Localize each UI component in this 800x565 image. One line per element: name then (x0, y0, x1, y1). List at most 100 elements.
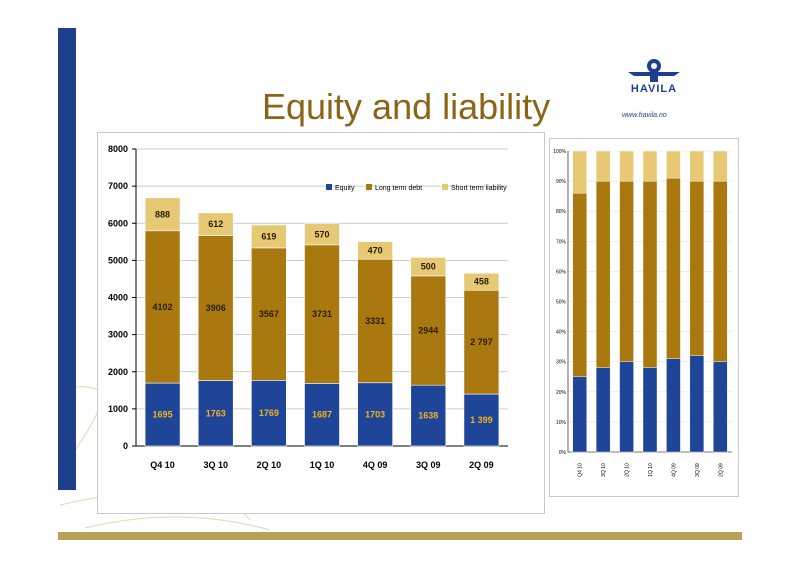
side-chart-panel: 0% 10% 20% 30% 40% 50% 60% 70% 80% 90% 100% Q4 10 3Q… (549, 138, 739, 497)
logo-text: HAVILA (631, 83, 677, 95)
havila-logo: HAVILA (628, 59, 680, 95)
x-tick-label: 2Q 09 (718, 463, 724, 477)
y-tick-label: 100% (553, 149, 566, 155)
bar-segment (572, 192, 587, 377)
data-label: 3906 (206, 303, 226, 313)
bar-segment (595, 150, 611, 182)
bar-segment (689, 150, 705, 182)
bar-segment (144, 197, 181, 232)
y-tick-label: 30% (556, 360, 567, 366)
bar-segment (251, 380, 287, 447)
data-label: 3567 (259, 309, 279, 319)
x-tick-label: 3Q 10 (601, 463, 607, 477)
data-label: 1 399 (470, 415, 493, 425)
y-tick-label: 40% (556, 330, 567, 336)
bar-segment (713, 361, 728, 453)
bar-segment (463, 272, 500, 291)
y-tick-label: 6000 (108, 218, 128, 228)
x-tick-label: Q4 10 (578, 463, 584, 477)
data-label: 3731 (312, 309, 332, 319)
bar-segment (463, 393, 500, 447)
y-tick-label: 20% (556, 390, 567, 396)
bar-segment (666, 358, 681, 453)
bottom-band (58, 532, 742, 540)
bar-segment (144, 382, 181, 447)
legend-swatch (442, 184, 448, 190)
bar-segment (197, 380, 234, 447)
data-label: 2 797 (470, 337, 493, 347)
bar-segment (357, 258, 393, 384)
legend-label: Long term debt (375, 185, 422, 192)
bar-segment (357, 241, 393, 260)
data-label: 1638 (418, 411, 438, 421)
y-tick-label: 4000 (108, 293, 128, 303)
bar-segment (595, 367, 611, 453)
bar-segment (304, 244, 340, 384)
y-tick-label: 10% (556, 420, 567, 426)
data-label: 500 (421, 262, 436, 272)
bar-segment (642, 150, 658, 182)
data-label: 1695 (153, 410, 173, 420)
y-tick-label: 0 (123, 441, 128, 451)
data-label: 1763 (206, 408, 226, 418)
bar-segment (144, 230, 181, 384)
data-label: 3331 (365, 316, 385, 326)
bar-segment (689, 355, 705, 453)
data-label: 1769 (259, 408, 279, 418)
bar-segment (304, 223, 340, 246)
bar-segment (619, 361, 634, 453)
legend-swatch (326, 184, 332, 190)
bar-segment (642, 180, 658, 368)
y-tick-label: 8000 (108, 144, 128, 154)
y-tick-label: 60% (556, 269, 567, 275)
left-accent-bar (58, 28, 76, 490)
y-tick-label: 80% (556, 209, 567, 215)
logo-anchor-icon (628, 72, 680, 82)
percent-stacked-bar-chart: 0% 10% 20% 30% 40% 50% 60% 70% 80% 90% 100% Q4 10 3Q… (553, 149, 732, 477)
legend-label: Short term liability (451, 185, 507, 192)
bar-segment (410, 275, 447, 386)
main-chart-panel: 0 1000 2000 3000 4000 5000 6000 7000 8000 1695 410… (97, 132, 545, 514)
bar-segment (713, 150, 728, 182)
data-label: 458 (474, 277, 489, 287)
y-tick-label: 7000 (108, 181, 128, 191)
y-tick-label: 1000 (108, 404, 128, 414)
bar-segment (251, 247, 287, 381)
bar-segment (197, 212, 234, 236)
data-label: 888 (155, 209, 170, 219)
bar-segment (463, 289, 500, 395)
x-tick-label: 2Q 09 (469, 460, 494, 470)
bar-segment (642, 367, 658, 453)
legend-label: Equity (335, 185, 355, 192)
x-tick-label: Q4 10 (150, 460, 175, 470)
bar-segment (666, 150, 681, 179)
bar-segment (410, 384, 447, 447)
x-tick-label: 1Q 10 (310, 460, 335, 470)
x-tick-label: 3Q 09 (695, 463, 701, 477)
bar-segment (572, 376, 587, 453)
y-tick-label: 3000 (108, 330, 128, 340)
data-label: 570 (314, 229, 329, 239)
bar-segment (713, 180, 728, 362)
x-tick-label: 4Q 09 (363, 460, 388, 470)
data-label: 470 (368, 245, 383, 255)
bar-segment (595, 180, 611, 368)
x-tick-label: 2Q 10 (625, 463, 631, 477)
data-label: 2944 (418, 326, 438, 336)
bar-segment (357, 382, 393, 447)
bar-segment (689, 180, 705, 356)
legend-swatch (366, 184, 372, 190)
bar-segment (304, 383, 340, 447)
y-tick-label: 5000 (108, 255, 128, 265)
data-label: 1687 (312, 410, 332, 420)
x-tick-label: 3Q 10 (203, 460, 228, 470)
data-label: 612 (208, 219, 223, 229)
data-label: 4102 (153, 302, 173, 312)
x-tick-label: 3Q 09 (416, 460, 441, 470)
x-tick-label: 2Q 10 (257, 460, 282, 470)
bar-segment (619, 180, 634, 362)
data-label: 619 (261, 231, 276, 241)
x-tick-label: 1Q 10 (648, 463, 654, 477)
y-tick-label: 90% (556, 179, 567, 185)
stacked-bar-chart: 0 1000 2000 3000 4000 5000 6000 7000 8000 1695 410… (108, 144, 508, 470)
